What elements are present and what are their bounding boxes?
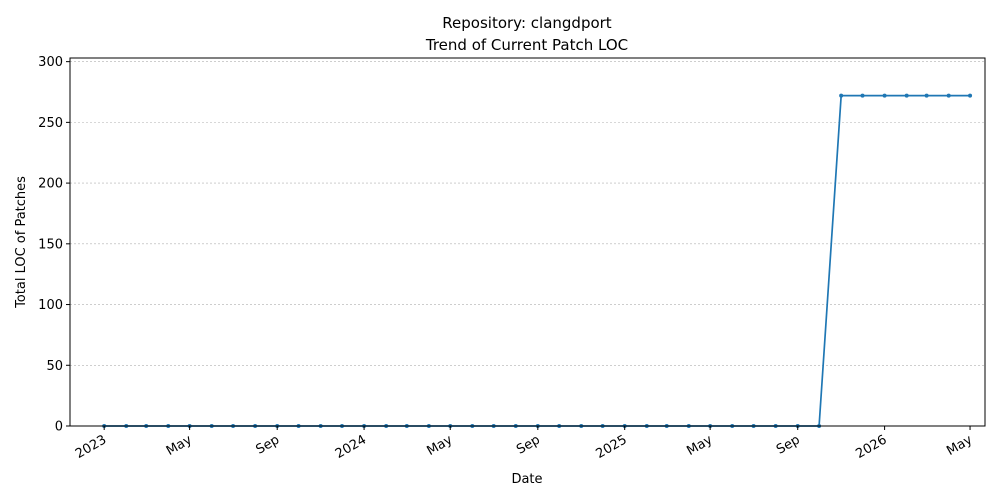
- data-point: [860, 93, 865, 98]
- data-point: [946, 93, 951, 98]
- data-points: [102, 93, 973, 428]
- y-tick-label: 200: [38, 177, 63, 192]
- x-axis: 2023 May Sep 2024 May Sep 2025 May Sep 2026 May: [73, 426, 975, 462]
- data-point: [904, 93, 909, 98]
- y-tick-label: 250: [38, 116, 63, 131]
- x-tick-label: May: [944, 432, 975, 459]
- data-point: [924, 93, 929, 98]
- series-line-layer: [104, 94, 971, 427]
- x-axis-label: Date: [511, 472, 542, 487]
- x-tick-label: 2024: [333, 432, 369, 462]
- y-tick-label: 0: [55, 420, 63, 435]
- y-gridlines: [70, 61, 985, 366]
- chart-subtitle: Trend of Current Patch LOC: [425, 36, 628, 54]
- series-line: [104, 94, 971, 427]
- y-axis-label: Total LOC of Patches: [14, 176, 29, 309]
- x-tick-label: May: [164, 432, 195, 459]
- y-tick-label: 150: [38, 237, 63, 252]
- x-tick-label: Sep: [514, 432, 543, 457]
- chart-title: Repository: clangdport: [442, 14, 612, 32]
- data-point: [968, 93, 973, 98]
- x-tick-label: 2025: [594, 432, 630, 462]
- y-tick-label: 50: [46, 359, 63, 374]
- plot-frame: [69, 57, 986, 427]
- x-tick-label: Sep: [253, 432, 282, 457]
- data-point: [839, 93, 844, 98]
- y-tick-label: 300: [38, 55, 63, 70]
- x-tick-label: May: [424, 432, 455, 459]
- data-point: [882, 93, 887, 98]
- x-tick-label: 2023: [73, 432, 109, 462]
- x-tick-label: May: [684, 432, 715, 459]
- y-axis: 0 50 100 150 200 250 300: [38, 55, 70, 435]
- x-tick-label: 2026: [853, 432, 889, 462]
- x-tick-label: Sep: [774, 432, 803, 457]
- y-tick-label: 100: [38, 298, 63, 313]
